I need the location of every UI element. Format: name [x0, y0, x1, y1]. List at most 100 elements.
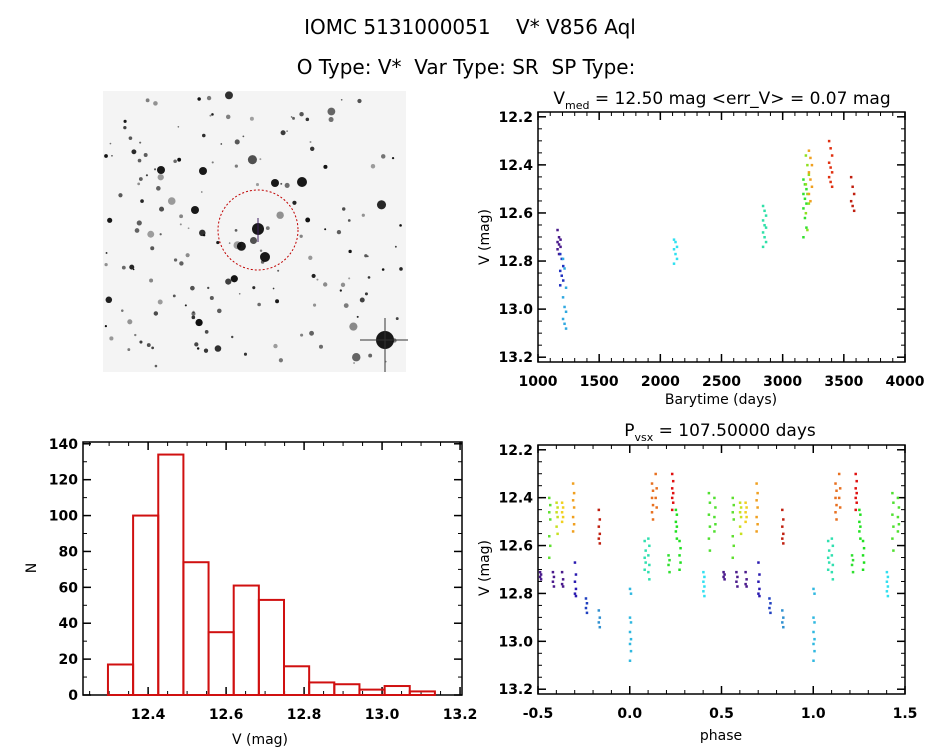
- data-point: [598, 518, 602, 521]
- data-point: [858, 508, 861, 512]
- data-point: [855, 479, 858, 483]
- data-point: [849, 175, 853, 179]
- data-point: [830, 171, 834, 174]
- data-point: [861, 539, 865, 543]
- star: [225, 114, 231, 120]
- data-point: [838, 506, 842, 509]
- data-point: [558, 284, 562, 287]
- star: [123, 119, 127, 123]
- data-point: [713, 530, 716, 533]
- data-point: [647, 570, 650, 574]
- star: [207, 286, 210, 290]
- data-point: [732, 503, 736, 507]
- data-point: [667, 554, 670, 557]
- histogram-bar: [358, 688, 386, 696]
- data-point: [707, 537, 711, 540]
- data-point: [648, 563, 651, 567]
- data-point: [744, 570, 747, 574]
- star: [138, 177, 143, 181]
- data-point: [851, 185, 854, 189]
- star: [123, 125, 127, 130]
- data-point: [826, 539, 830, 543]
- star: [278, 358, 284, 363]
- star: [156, 186, 161, 191]
- star: [154, 364, 158, 368]
- data-point: [768, 597, 771, 600]
- data-point: [802, 207, 805, 210]
- data-point: [563, 267, 566, 270]
- star: [105, 296, 113, 304]
- data-point: [850, 554, 854, 557]
- star: [236, 241, 246, 251]
- star: [187, 227, 190, 230]
- data-point: [548, 556, 551, 560]
- data-point: [557, 236, 561, 239]
- star: [234, 228, 238, 232]
- star: [252, 286, 256, 290]
- star: [153, 168, 157, 171]
- star: [370, 164, 376, 169]
- data-point: [813, 592, 816, 595]
- title-rest: = 107.50000 days: [653, 421, 816, 441]
- data-point: [805, 202, 808, 205]
- x-tick-label: 1.0: [801, 706, 826, 722]
- data-point: [812, 616, 815, 619]
- star: [352, 353, 361, 362]
- data-point: [813, 621, 816, 624]
- data-point: [708, 549, 712, 552]
- data-point: [675, 257, 679, 261]
- data-point: [679, 561, 682, 564]
- star: [134, 333, 137, 337]
- data-point: [744, 501, 747, 504]
- data-point: [782, 625, 785, 629]
- data-point: [769, 602, 772, 605]
- data-point: [679, 546, 682, 550]
- data-point: [560, 501, 564, 504]
- finder-image: [103, 91, 408, 372]
- data-point: [827, 561, 831, 564]
- star: [364, 254, 368, 258]
- data-point: [723, 578, 726, 581]
- data-point: [560, 520, 564, 524]
- data-point: [556, 248, 559, 251]
- star: [146, 343, 151, 347]
- data-point: [572, 506, 576, 509]
- histogram-bar: [157, 453, 185, 696]
- data-point: [802, 236, 805, 239]
- star: [286, 130, 288, 132]
- data-point: [647, 537, 650, 540]
- data-point: [670, 472, 674, 476]
- data-point: [745, 515, 748, 519]
- star: [203, 348, 209, 353]
- star: [145, 98, 150, 103]
- data-point: [834, 496, 837, 500]
- data-point: [739, 506, 743, 509]
- data-point: [807, 171, 811, 174]
- data-point: [859, 525, 862, 528]
- data-point: [597, 537, 601, 540]
- star: [217, 308, 222, 314]
- data-point: [896, 515, 900, 519]
- phased-title: Pvsx = 107.50000 days: [624, 421, 816, 444]
- x-tick-label: 13.0: [365, 707, 400, 723]
- star: [197, 97, 201, 101]
- data-point: [702, 590, 705, 593]
- data-point: [561, 578, 565, 581]
- phased-panel: Pvsx = 107.50000 days phase V (mag) -0.5…: [477, 421, 917, 744]
- star: [129, 264, 135, 270]
- star: [356, 315, 359, 318]
- star: [247, 155, 257, 165]
- data-point: [892, 525, 895, 528]
- star: [318, 344, 324, 349]
- data-point: [678, 554, 681, 557]
- data-point: [574, 587, 578, 591]
- data-point: [757, 580, 760, 583]
- y-tick-label: 13.2: [498, 682, 533, 698]
- star: [339, 289, 342, 292]
- data-point: [597, 609, 601, 612]
- data-point: [561, 279, 565, 282]
- star: [104, 263, 108, 267]
- star: [225, 278, 232, 285]
- data-point: [810, 163, 814, 167]
- data-point: [804, 211, 808, 215]
